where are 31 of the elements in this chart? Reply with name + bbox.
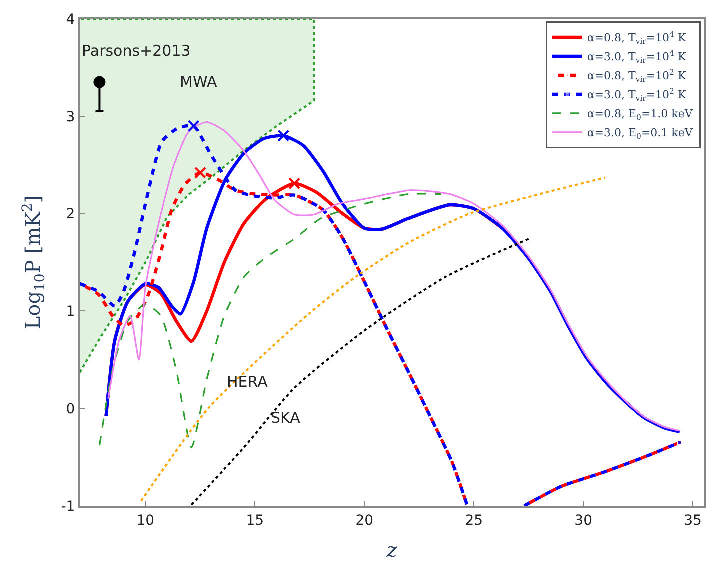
legend-label: α=3.0, T$_{vir}$=10$^{4}$ K [587,49,687,66]
annotation: SKA [271,409,302,427]
line-series [190,238,530,506]
point [288,178,301,190]
x-axis-title: z [386,538,398,562]
annotation: HERA [227,373,269,391]
annotation: MWA [180,73,218,91]
y-tick-label: 2 [66,206,76,223]
y-tick-label: 0 [66,402,76,418]
y-tick-label: -1 [61,498,76,515]
x-tick-label: 20 [356,512,374,529]
y-tick-label: 1 [66,304,76,320]
point [194,166,206,179]
x-tick-label: 15 [246,512,264,529]
legend-label: α=3.0, T$_{vir}$=10$^{2}$ K [587,87,687,104]
y-tick-label: 3 [66,109,76,126]
annotation: Parsons+2013 [82,42,191,60]
point [278,130,290,142]
legend-label: α=3.0, E$_{0}$=0.1 keV [587,126,694,142]
point [94,76,106,88]
y-tick-label: 4 [66,12,76,28]
x-tick-label: 25 [465,512,484,529]
point [188,120,200,132]
legend-label: α=0.8, E$_{0}$=1.0 keV [587,108,694,122]
line-series [98,193,442,448]
legend-label: α=0.8, T$_{vir}$=10$^{2}$ K [587,68,687,84]
x-tick-label: 35 [684,512,702,529]
line-series [140,176,606,502]
legend-label: α=0.8, T$_{vir}$=10$^{4}$ K [587,30,687,46]
x-tick-label: 30 [574,512,592,529]
x-tick-label: 10 [136,512,155,529]
